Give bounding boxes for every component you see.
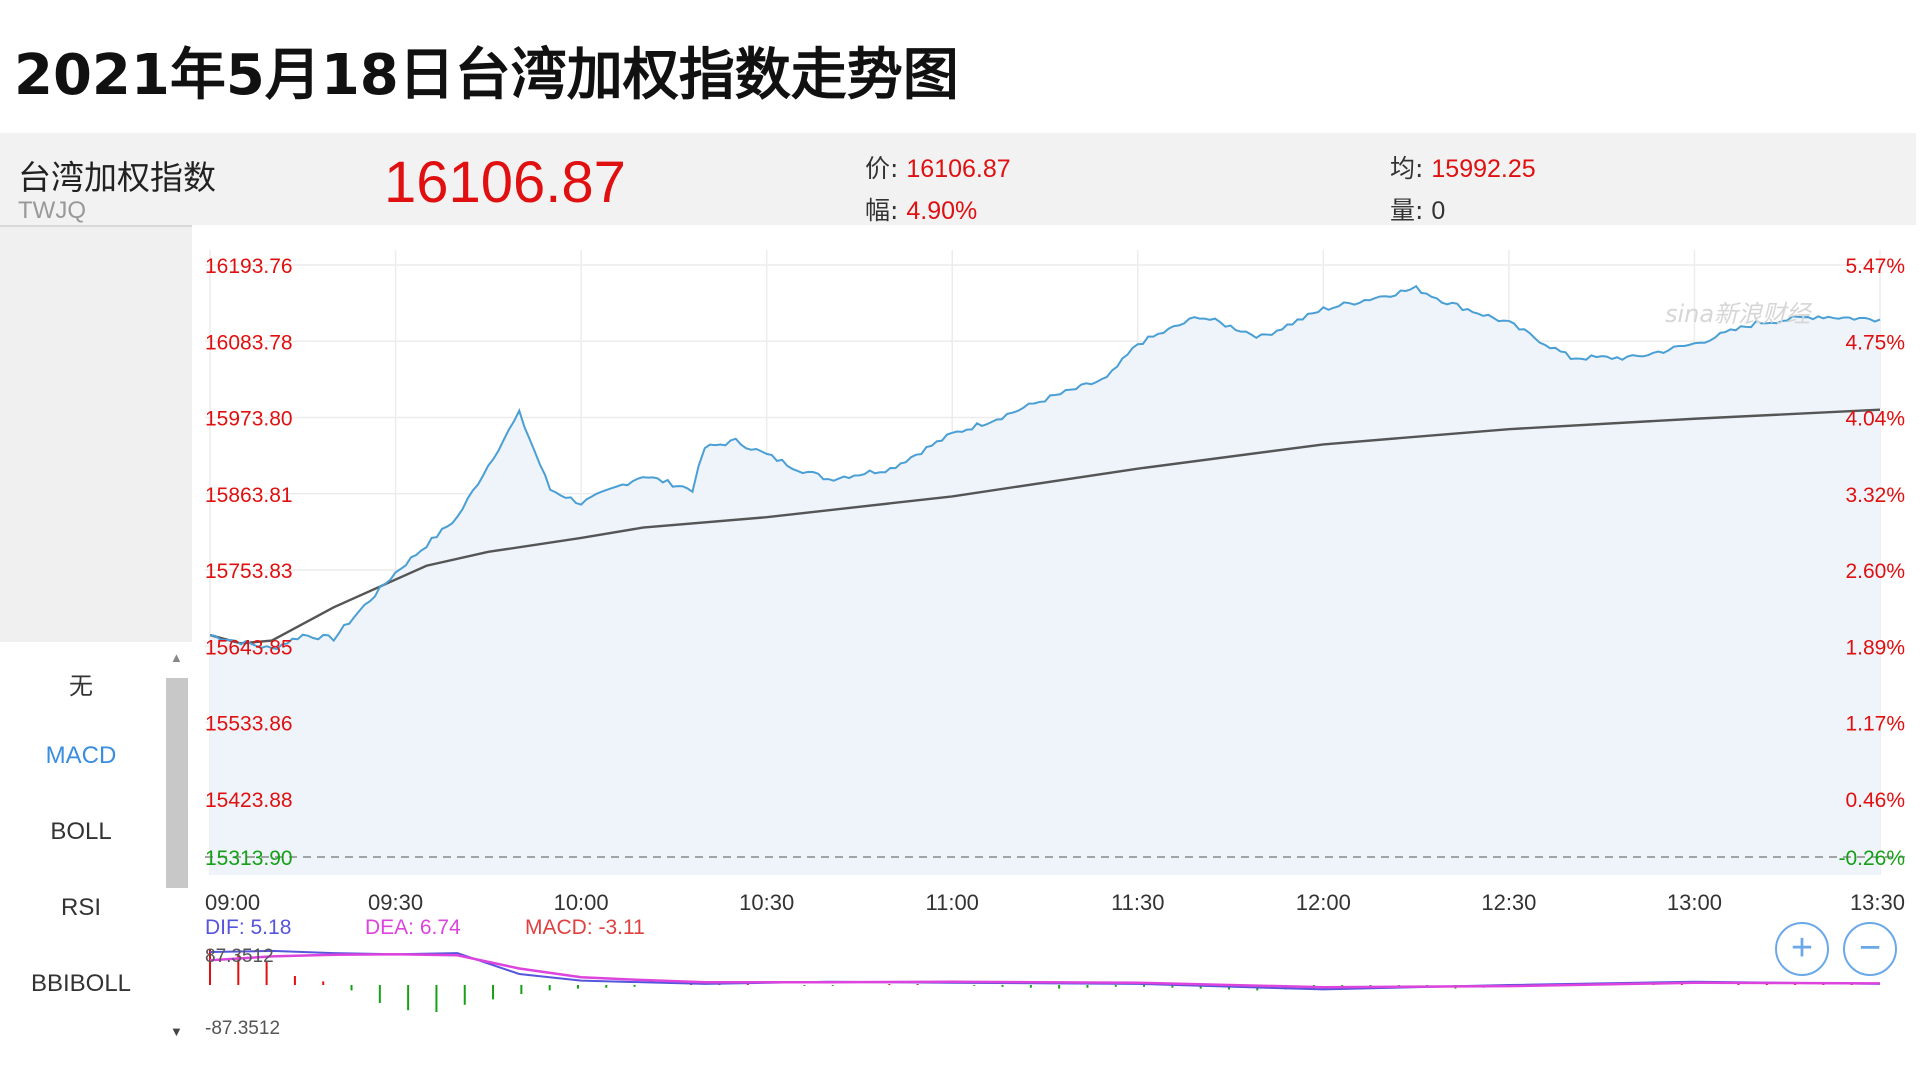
y-tick-label-right: -0.26% (1838, 847, 1905, 870)
x-tick-label: 09:00 (205, 890, 260, 915)
y-tick-label-left: 16193.76 (205, 255, 293, 278)
y-axis-left: 16193.76 16083.78 15973.80 15863.81 15753.83… (205, 255, 293, 870)
avg-price-line (209, 408, 1881, 645)
macd-histogram (209, 949, 1853, 1012)
macd-label: MACD: -3.11 (525, 916, 645, 939)
index-code: TWJQ (18, 197, 86, 224)
y-tick-label-right: 1.89% (1845, 636, 1905, 659)
macd-axis-top: 87.3512 (205, 946, 274, 967)
volume-field: 量: 0 (1390, 191, 1445, 227)
x-axis: 09:00 09:30 10:00 10:30 11:00 11:30 12:00 12:30… (205, 890, 1905, 915)
y-tick-label-left: 15423.88 (205, 789, 293, 812)
y-tick-label-right: 0.46% (1845, 789, 1905, 812)
indicator-none[interactable]: 无 (69, 673, 93, 700)
page-title: 2021年5月18日台湾加权指数走势图 (14, 43, 959, 108)
y-tick-label-left: 15313.90 (205, 847, 293, 870)
x-tick-label: 11:00 (926, 890, 979, 915)
y-tick-label-right: 5.47% (1845, 255, 1905, 278)
dif-label: DIF: 5.18 (205, 916, 291, 939)
y-tick-label-right: 1.17% (1845, 713, 1905, 736)
zoom-in-button[interactable]: + (1775, 922, 1829, 976)
y-tick-label-right: 2.60% (1845, 560, 1905, 583)
y-tick-label-left: 15973.80 (205, 408, 293, 431)
price-label: 价: (865, 154, 899, 183)
indicator-macd[interactable]: MACD (45, 742, 117, 769)
y-tick-label-right: 4.75% (1845, 331, 1905, 354)
price-line (209, 284, 1881, 651)
x-tick-label: 13:30 (1850, 890, 1905, 915)
price-value: 16106.87 (906, 155, 1011, 183)
y-tick-label-left: 15533.86 (205, 713, 293, 736)
y-tick-label-right: 4.04% (1845, 408, 1905, 431)
quote-header: 台湾加权指数 TWJQ 16106.87 价: 16106.87 幅: 4.90… (0, 133, 1916, 225)
indicator-scrollbar[interactable]: ▲ ▼ (166, 642, 188, 1042)
volume-label: 量: (1390, 196, 1424, 225)
y-tick-label-left: 16083.78 (205, 331, 293, 354)
price-field: 价: 16106.87 (865, 149, 1011, 185)
avg-value: 15992.25 (1431, 155, 1536, 183)
y-tick-label-right: 3.32% (1845, 484, 1905, 507)
macd-axis-bottom: -87.3512 (205, 1018, 280, 1039)
y-tick-label-left: 15863.81 (205, 484, 293, 507)
x-tick-label: 09:30 (368, 890, 423, 915)
indicator-bbiboll[interactable]: BBIBOLL (30, 970, 132, 997)
current-price: 16106.87 (384, 150, 626, 215)
x-tick-label: 12:30 (1481, 890, 1536, 915)
avg-field: 均: 15992.25 (1390, 149, 1536, 185)
zoom-out-button[interactable]: − (1843, 922, 1897, 976)
scroll-up-icon[interactable]: ▲ (170, 650, 183, 665)
x-tick-label: 10:30 (739, 890, 794, 915)
indicator-panel: 无 MACD BOLL RSI BBIBOLL ▲ ▼ (0, 642, 192, 1042)
dea-label: DEA: 6.74 (365, 916, 461, 939)
y-axis-right: 5.47% 4.75% 4.04% 3.32% 2.60% 1.89% 1.17% 0.46%… (1838, 255, 1905, 870)
x-tick-label: 13:00 (1667, 890, 1722, 915)
dea-line (209, 952, 1881, 989)
change-value: 4.90% (906, 197, 978, 225)
macd-legend: DIF: 5.18 DEA: 6.74 MACD: -3.11 (205, 916, 645, 939)
watermark-logo: sina新浪财经 (1665, 300, 1813, 328)
sidebar-blank (0, 225, 192, 644)
volume-value: 0 (1431, 197, 1446, 225)
indicator-rsi[interactable]: RSI (60, 894, 101, 921)
index-name: 台湾加权指数 (18, 158, 216, 197)
price-area-fill (210, 286, 1880, 876)
avg-label: 均: (1390, 154, 1424, 183)
change-label: 幅: (865, 196, 899, 225)
change-field: 幅: 4.90% (865, 191, 977, 227)
x-tick-label: 11:30 (1111, 890, 1164, 915)
indicator-boll[interactable]: BOLL (50, 818, 112, 845)
y-tick-label-left: 15643.85 (205, 636, 293, 659)
scroll-down-icon[interactable]: ▼ (170, 1024, 183, 1039)
x-tick-label: 10:00 (554, 890, 609, 915)
y-tick-label-left: 15753.83 (205, 560, 293, 583)
x-tick-label: 12:00 (1296, 890, 1351, 915)
scroll-thumb[interactable] (166, 678, 188, 888)
